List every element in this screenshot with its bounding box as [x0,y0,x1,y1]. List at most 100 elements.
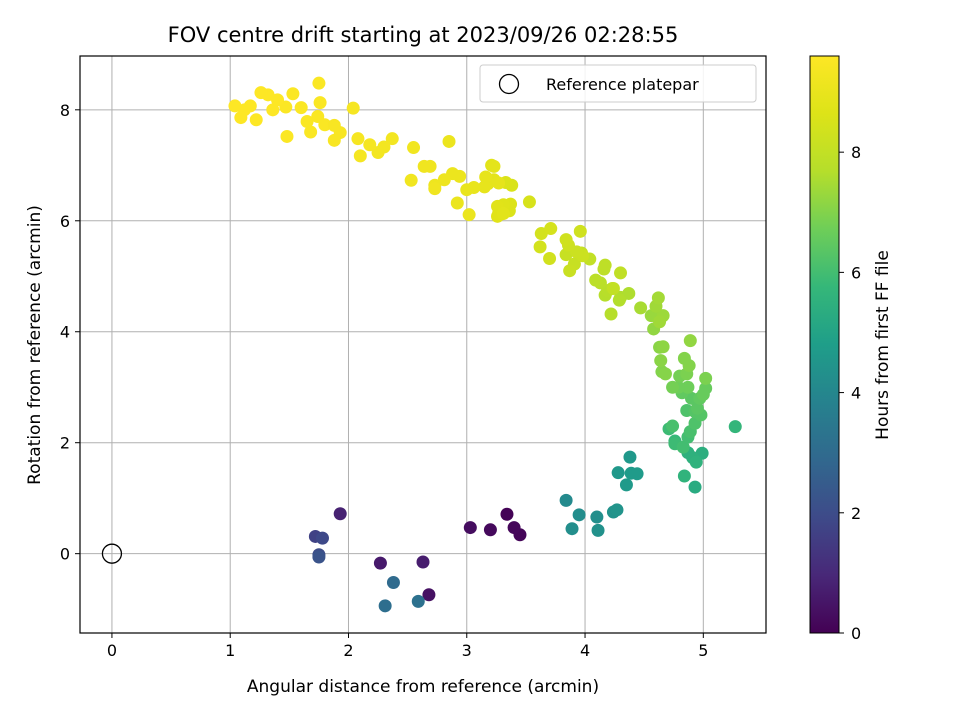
legend-box [479,64,757,103]
data-point [422,588,436,602]
x-tick-label: 4 [580,641,590,660]
data-point [280,129,294,143]
data-point [311,109,325,123]
data-point [333,507,347,521]
data-point [634,301,648,315]
data-point [254,86,268,100]
data-point [559,493,573,507]
y-axis-ticks: 0 2 4 6 8 [60,101,80,564]
y-tick-label: 8 [60,101,70,120]
data-point [606,281,620,295]
data-point [676,440,690,454]
data-point [304,125,318,139]
data-point [423,159,437,173]
data-point [598,258,612,272]
data-point [522,195,536,209]
data-point [653,315,667,329]
data-point [572,508,586,522]
data-point [300,114,314,128]
data-point [683,334,697,348]
data-point [543,252,557,266]
data-point [604,307,618,321]
y-axis-label: Rotation from reference (arcmin) [25,205,45,485]
data-point [611,466,625,480]
data-point [378,599,392,613]
legend-open-circle-icon [498,73,520,95]
data-point [696,387,710,401]
data-point [688,480,702,494]
data-point [313,96,327,110]
y-tick-label: 6 [60,212,70,231]
data-point [315,531,329,545]
data-point [699,371,713,385]
x-tick-label: 0 [107,641,117,660]
data-point [500,507,514,521]
data-point [559,233,573,247]
x-tick-label: 5 [698,641,708,660]
colorbar-label: Hours from first FF file [873,250,893,440]
data-point [478,180,492,194]
data-point [689,455,703,469]
data-point [654,354,668,368]
data-point [651,291,665,305]
data-point [590,510,604,524]
plot-frame [79,55,767,634]
legend-entry-label: Reference platepar [546,75,699,94]
data-point [612,293,626,307]
data-point [266,103,280,117]
data-point [386,576,400,590]
data-point [492,176,506,190]
data-point [460,183,474,197]
colorbar-tick-label: 8 [851,143,861,162]
data-point [656,340,670,354]
y-tick-label: 0 [60,545,70,564]
data-point [496,207,510,221]
data-point [249,113,263,127]
data-point [463,521,477,535]
reference-point-marker [101,543,123,564]
data-point [610,503,624,517]
data-point [573,224,587,238]
data-point [677,469,691,483]
data-point [533,240,547,254]
data-point [630,467,644,481]
data-point [373,556,387,570]
data-point [681,380,695,394]
data-point [623,450,637,464]
colorbar-gradient [809,55,840,634]
data-point [385,132,399,146]
x-tick-label: 1 [225,641,235,660]
data-point [658,367,672,381]
data-point [286,87,300,101]
y-tick-label: 4 [60,323,70,342]
data-point [507,521,521,535]
data-point [428,182,442,196]
data-point [371,146,385,160]
colorbar-tick-label: 6 [851,263,861,282]
colorbar-tick-label: 4 [851,384,861,403]
data-point [312,550,326,564]
data-point [565,522,579,536]
data-point [666,419,680,433]
data-point [483,523,497,537]
data-point [228,99,242,113]
data-point [622,286,636,300]
data-point [677,351,691,365]
data-point [346,101,360,115]
data-point [353,149,367,163]
colorbar-ticks: 0 2 4 6 8 [839,143,861,643]
x-tick-label: 3 [462,641,472,660]
data-point [327,133,341,147]
data-points [228,76,742,613]
x-axis-ticks: 0 1 2 3 4 5 [107,633,708,660]
data-point [450,196,464,210]
x-tick-label: 2 [343,641,353,660]
colorbar: 0 2 4 6 8 Hours from first FF file [809,55,893,643]
x-axis-label: Angular distance from reference (arcmin) [247,677,599,697]
legend: Reference platepar [479,64,757,103]
grid-lines [80,56,766,633]
chart-title: FOV centre drift starting at 2023/09/26 … [168,23,679,47]
data-point [442,134,456,148]
data-point [728,420,742,434]
